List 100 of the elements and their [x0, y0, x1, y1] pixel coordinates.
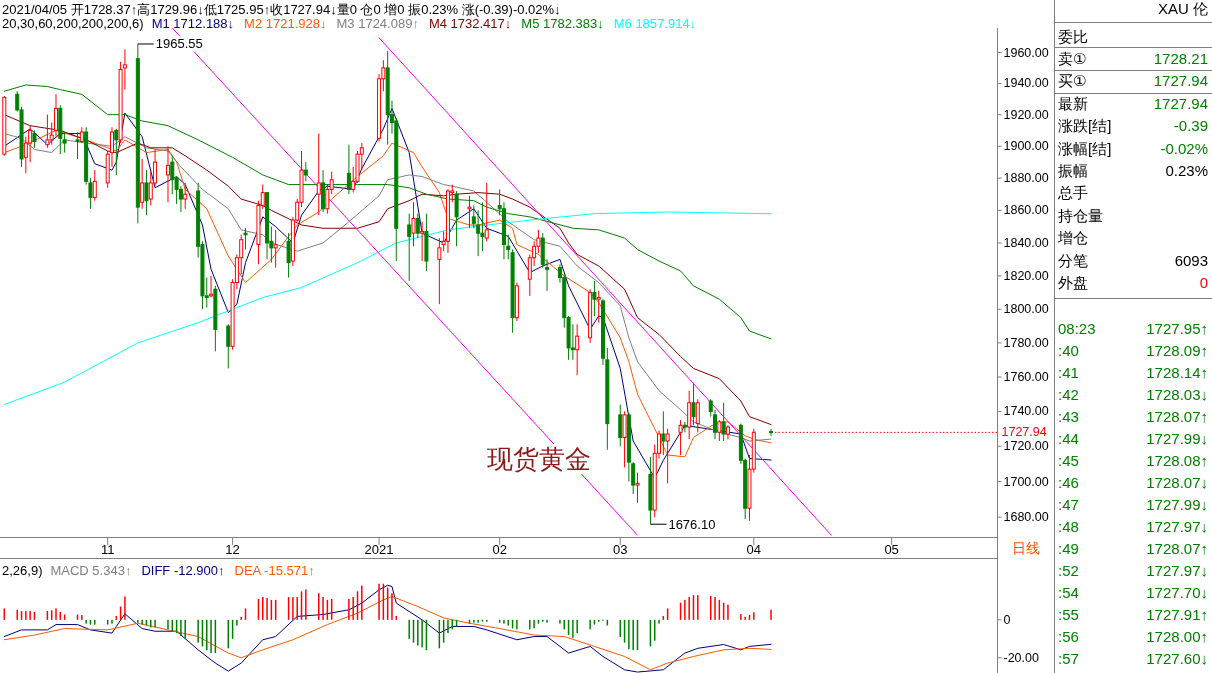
candlestick: [484, 182, 489, 242]
text: :56 1728.00↑: [1058, 627, 1208, 645]
candlestick: [618, 403, 623, 447]
text: -0.39: [1173, 117, 1208, 135]
annotation: 1965.55: [155, 36, 203, 52]
category-label: 买①: [1058, 72, 1087, 90]
candlestick: [678, 419, 683, 456]
x-tick-label: 12: [225, 541, 240, 557]
candlestick: [183, 182, 188, 210]
candlestick: [286, 232, 291, 279]
text: XAU 伦: [1157, 0, 1208, 17]
category-label: 持仓量: [1058, 206, 1103, 224]
y-tick-label: 1740.00: [1003, 404, 1049, 419]
candlestick: [721, 402, 726, 442]
candlestick: [592, 280, 597, 317]
x-tick-label: 04: [746, 541, 762, 557]
candlestick: [596, 290, 601, 324]
candlestick: [92, 169, 97, 202]
text: M6 1857.914↓: [613, 16, 697, 31]
text: :54 1727.70↓: [1058, 583, 1208, 601]
text: :42 1728.03↓: [1058, 385, 1208, 403]
y-tick-label: -20.00: [1003, 650, 1039, 665]
candlestick: [695, 398, 700, 433]
y-tick-label: 0: [1003, 612, 1011, 627]
text: M5 1782.383↓: [521, 16, 604, 31]
candlestick: [226, 323, 231, 369]
candlestick: [75, 131, 80, 160]
candlestick: [635, 472, 640, 504]
text: :48 1727.97↓: [1058, 517, 1208, 535]
annotation: 20,30,60,200,200,200,6): [2, 16, 144, 31]
candlestick: [682, 421, 687, 433]
text: :49 1728.07↑: [1058, 539, 1208, 557]
candlestick: [691, 383, 696, 426]
text: 日线: [1012, 540, 1040, 556]
text: :40 1728.09↑: [1058, 341, 1208, 359]
candlestick: [346, 144, 351, 195]
candlestick: [480, 201, 485, 252]
text: :44 1727.99↓: [1058, 429, 1208, 447]
y-tick-label: 1720.00: [1003, 439, 1049, 454]
candlestick: [54, 93, 58, 138]
text: :43 1728.07↑: [1058, 407, 1208, 425]
y-tick-label: 1700.00: [1003, 474, 1049, 489]
y-tick-label: 1780.00: [1003, 335, 1049, 350]
text: DEA -15.571↑: [234, 563, 315, 578]
category-label: 委比: [1058, 27, 1088, 45]
text: M3 1724.089↑: [336, 16, 419, 31]
candlestick: [420, 221, 425, 262]
annotation: 1676.10: [668, 516, 716, 532]
y-tick-label: 1820.00: [1003, 268, 1049, 283]
text: 1727.94: [1153, 94, 1208, 112]
candlestick: [661, 410, 666, 456]
text: :46 1728.07↓: [1058, 473, 1208, 491]
candlestick: [476, 209, 481, 257]
text: 1728.21: [1153, 49, 1208, 67]
candlestick: [165, 145, 170, 203]
x-tick-label: 2021: [364, 541, 394, 557]
chart-title: 2021/04/05 开1728.37↑高1729.96↓低1725.95↑收1727.94↓量0 仓0 增0 振0.23% 涨(-0.39)-0.02%↓: [2, 2, 561, 17]
x-tick-label: 11: [100, 541, 115, 557]
candlestick: [170, 155, 175, 195]
text: 0: [1199, 273, 1208, 291]
line-series: [3, 211, 772, 405]
candlestick: [415, 213, 420, 239]
candlestick: [575, 323, 580, 376]
y-tick-label: 1860.00: [1003, 203, 1049, 218]
candlestick: [140, 158, 145, 210]
text: 08:23 1727.95↑: [1058, 319, 1208, 337]
candlestick: [45, 114, 50, 149]
y-tick-label: 1940.00: [1003, 76, 1049, 91]
category-label: 外盘: [1058, 273, 1088, 291]
candlestick: [467, 195, 472, 229]
candlestick: [303, 161, 308, 182]
candlestick: [114, 128, 119, 176]
series-label: MACD 5.343↑: [50, 563, 132, 578]
text: 6093: [1174, 251, 1208, 269]
text: :47 1727.99↓: [1058, 495, 1208, 513]
candlestick: [454, 190, 459, 247]
y-tick-label: 1920.00: [1003, 107, 1049, 122]
text: DIFF -12.900↑: [141, 563, 225, 578]
text: :55 1727.91↑: [1058, 605, 1208, 623]
candlestick: [411, 201, 416, 247]
candlestick: [407, 213, 412, 282]
category-label: 总手: [1057, 184, 1088, 202]
category-label: 分笔: [1058, 251, 1088, 269]
candlestick: [243, 227, 248, 251]
candlestick: [769, 428, 774, 437]
y-tick-label: 1900.00: [1003, 139, 1049, 154]
text: :52 1727.97↓: [1058, 561, 1208, 579]
text: :41 1728.14↑: [1058, 363, 1208, 381]
y-tick-label: 1760.00: [1003, 369, 1049, 384]
text: :57 1727.60↓: [1058, 649, 1208, 667]
text: M2 1721.928↓: [244, 16, 327, 31]
category-label: 卖①: [1058, 49, 1087, 67]
y-tick-label: 1680.00: [1003, 510, 1049, 525]
x-tick-label: 02: [492, 541, 507, 557]
ref-line-label: 1727.94: [1001, 425, 1047, 440]
text: M4 1732.417↓: [428, 16, 512, 31]
category-label: 最新: [1058, 94, 1088, 112]
category-label: 涨跌[结]: [1058, 117, 1112, 135]
annotation: 2,26,9): [2, 563, 43, 578]
category-label: 增仓: [1057, 229, 1088, 247]
